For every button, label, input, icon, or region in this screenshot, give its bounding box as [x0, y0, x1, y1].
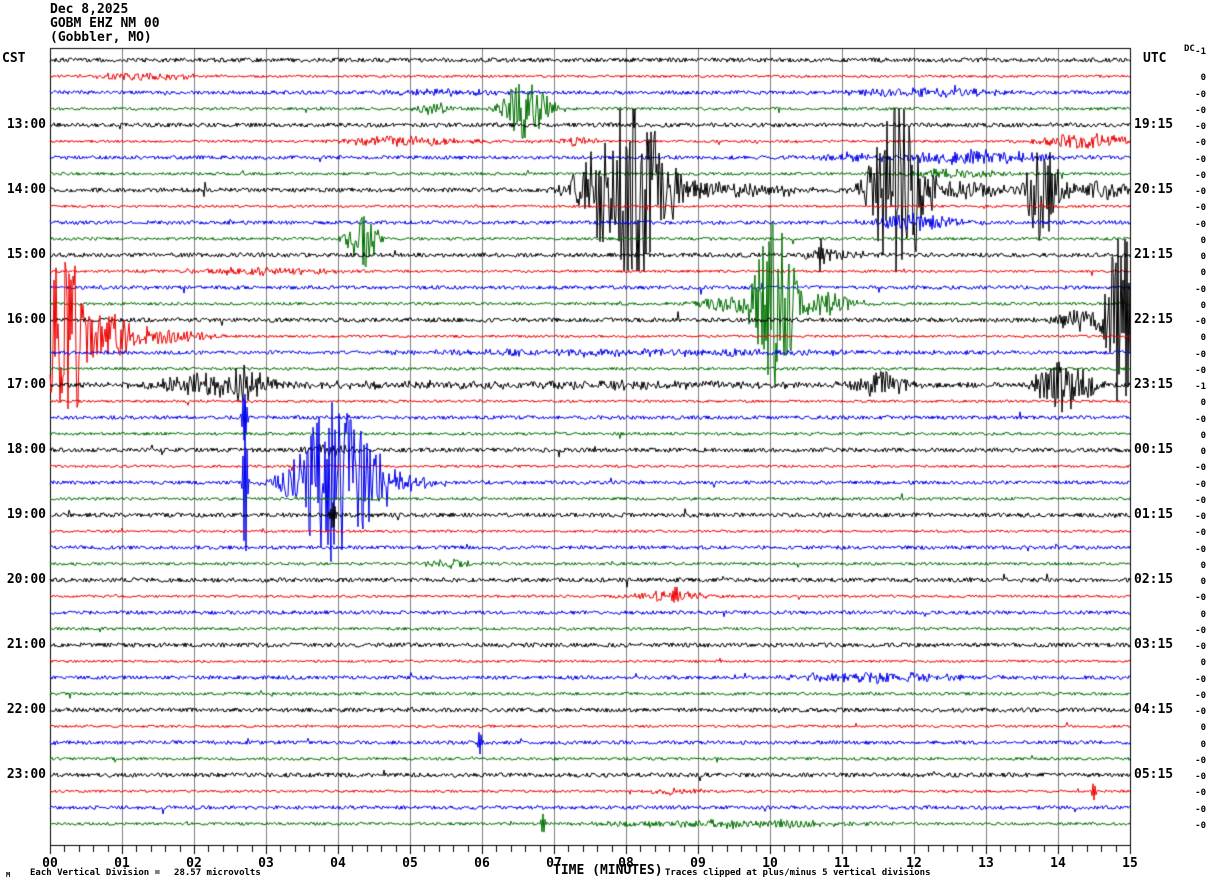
hour-label-cst: 21:00 [0, 638, 46, 652]
dc-offset-value: -0 [1184, 416, 1206, 425]
hour-label-utc: 01:15 [1134, 508, 1173, 522]
seismogram-canvas [0, 0, 1210, 886]
hour-label-utc: 23:15 [1134, 378, 1173, 392]
hour-label-cst: 16:00 [0, 313, 46, 327]
dc-offset-value: -0 [1184, 123, 1206, 132]
dc-offset-value: -0 [1184, 367, 1206, 376]
dc-offset-value: 0 [1184, 741, 1206, 750]
hour-label-utc: 20:15 [1134, 183, 1173, 197]
dc-offset-value: -0 [1184, 318, 1206, 327]
hour-label-utc: 21:15 [1134, 248, 1173, 262]
dc-offset-value: -0 [1184, 773, 1206, 782]
hour-label-cst: 15:00 [0, 248, 46, 262]
x-tick-label: 13 [978, 856, 994, 871]
dc-offset-value: 0 [1184, 399, 1206, 408]
hour-label-cst: 19:00 [0, 508, 46, 522]
helicorder-page: Dec 8,2025 GOBM EHZ NM 00 (Gobbler, MO) … [0, 0, 1210, 886]
dc-offset-value: -0 [1184, 156, 1206, 165]
x-tick-label: 05 [402, 856, 418, 871]
scale-note: Each Vertical Division = 28.57 microvolts [30, 868, 261, 878]
dc-offset-value: -0 [1184, 806, 1206, 815]
dc-offset-value: 0 [1184, 269, 1206, 278]
x-tick-label: 14 [1050, 856, 1066, 871]
dc-offset-value: 0 [1184, 253, 1206, 262]
hour-label-cst: 18:00 [0, 443, 46, 457]
station-code: GOBM EHZ NM 00 [50, 17, 160, 31]
dc-offset-value: -0 [1184, 822, 1206, 831]
watermark-glyph: M [6, 871, 10, 879]
dc-offset-value: -0 [1184, 464, 1206, 473]
dc-offset-value: -0 [1184, 546, 1206, 555]
left-timezone-label: CST [2, 51, 25, 66]
dc-offset-value: -0 [1184, 692, 1206, 701]
dc-offset-value: -1 [1184, 48, 1206, 57]
dc-offset-value: -0 [1184, 91, 1206, 100]
dc-offset-value: 0 [1184, 724, 1206, 733]
x-tick-label: 06 [474, 856, 490, 871]
hour-label-cst: 20:00 [0, 573, 46, 587]
x-tick-label: 04 [330, 856, 346, 871]
dc-offset-value: -0 [1184, 757, 1206, 766]
hour-label-utc: 00:15 [1134, 443, 1173, 457]
scale-label: Each Vertical Division = [30, 868, 160, 878]
dc-offset-value: -0 [1184, 594, 1206, 603]
hour-label-cst: 17:00 [0, 378, 46, 392]
hour-label-cst: 22:00 [0, 703, 46, 717]
dc-offset-value: 0 [1184, 578, 1206, 587]
dc-offset-value: 0 [1184, 432, 1206, 441]
dc-offset-value: -0 [1184, 513, 1206, 522]
hour-label-cst: 23:00 [0, 768, 46, 782]
dc-offset-value: -0 [1184, 351, 1206, 360]
dc-offset-value: 0 [1184, 74, 1206, 83]
x-axis-title: TIME (MINUTES) [553, 863, 663, 878]
dc-offset-value: 0 [1184, 659, 1206, 668]
hour-label-utc: 02:15 [1134, 573, 1173, 587]
hour-label-cst: 14:00 [0, 183, 46, 197]
dc-offset-value: -0 [1184, 107, 1206, 116]
dc-offset-value: -0 [1184, 204, 1206, 213]
hour-label-utc: 22:15 [1134, 313, 1173, 327]
dc-offset-value: -0 [1184, 221, 1206, 230]
dc-offset-value: -0 [1184, 188, 1206, 197]
hour-label-cst: 13:00 [0, 118, 46, 132]
dc-offset-value: -1 [1184, 383, 1206, 392]
hour-label-utc: 19:15 [1134, 118, 1173, 132]
dc-offset-value: 0 [1184, 334, 1206, 343]
dc-offset-value: 0 [1184, 611, 1206, 620]
dc-offset-value: -0 [1184, 627, 1206, 636]
dc-offset-value: -0 [1184, 708, 1206, 717]
dc-offset-value: 0 [1184, 562, 1206, 571]
dc-offset-value: -0 [1184, 139, 1206, 148]
clip-note: Traces clipped at plus/minus 5 vertical … [665, 868, 931, 878]
scale-value: 28.57 microvolts [174, 868, 261, 878]
dc-offset-value: -0 [1184, 676, 1206, 685]
dc-offset-value: -0 [1184, 529, 1206, 538]
dc-offset-value: 0 [1184, 448, 1206, 457]
dc-offset-value: -0 [1184, 643, 1206, 652]
hour-label-utc: 03:15 [1134, 638, 1173, 652]
x-tick-label: 15 [1122, 856, 1138, 871]
dc-offset-value: -0 [1184, 172, 1206, 181]
hour-label-utc: 05:15 [1134, 768, 1173, 782]
plot-date: Dec 8,2025 [50, 3, 128, 17]
dc-offset-value: -0 [1184, 497, 1206, 506]
station-location: (Gobbler, MO) [50, 31, 152, 45]
hour-label-utc: 04:15 [1134, 703, 1173, 717]
dc-offset-value: 0 [1184, 237, 1206, 246]
dc-offset-value: -0 [1184, 481, 1206, 490]
dc-offset-value: 0 [1184, 302, 1206, 311]
dc-offset-value: -0 [1184, 789, 1206, 798]
right-timezone-label: UTC [1143, 51, 1166, 66]
dc-offset-value: -0 [1184, 286, 1206, 295]
